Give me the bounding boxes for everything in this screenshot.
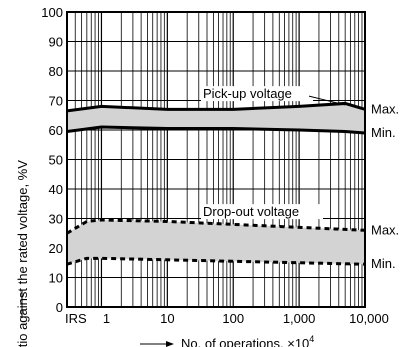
y-tick-label: 0	[56, 300, 63, 315]
pickup-min-line	[66, 125, 366, 135]
x-tick-label: 10,000	[349, 311, 389, 326]
x-tick-label: 100	[222, 311, 244, 326]
max-label: Max.	[371, 101, 399, 116]
y-tick-label: 20	[49, 241, 63, 256]
x-axis-title: No. of operations, ×104	[140, 334, 314, 347]
y-tick-label: 100	[41, 5, 63, 20]
y-tick-labels: 0 10 20 30 40 50 60 70 80 90 100	[41, 5, 63, 315]
series-lines	[66, 101, 366, 266]
x-tick-label: IRS	[65, 311, 87, 326]
series-name-label: Drop-out voltage	[203, 204, 299, 219]
voltage-bands	[67, 103, 365, 265]
y-tick-label: 50	[49, 153, 63, 168]
y-tick-label: 90	[49, 35, 63, 50]
band-dropout	[67, 219, 365, 265]
y-axis-label: Ratio against the rated voltage, %V	[15, 160, 30, 347]
plot-frame	[66, 11, 366, 308]
x-axis-label: No. of operations, ×104	[181, 334, 314, 347]
label-leader-line	[308, 95, 346, 106]
max-label: Max.	[371, 222, 399, 237]
y-tick-label: 30	[49, 212, 63, 227]
series-label-bg	[201, 86, 313, 102]
x-tick-label: 1,000	[283, 311, 316, 326]
y-axis-title: Ratio against the rated voltage, %V	[15, 160, 30, 347]
min-label: Min.	[371, 256, 396, 271]
series-name-label: Pick-up voltage	[203, 86, 292, 101]
pickup-max-line	[66, 101, 366, 113]
y-tick-label: 80	[49, 64, 63, 79]
dropout-max-line	[66, 218, 366, 235]
min-label: Min.	[371, 125, 396, 140]
band-pickup	[67, 103, 365, 133]
y-tick-label: 70	[49, 94, 63, 109]
annotations: Max. Min. Pick-up voltage Max. Min. Drop-out …	[201, 86, 399, 271]
x-axis-arrow-head	[166, 341, 174, 347]
y-tick-label: 40	[49, 182, 63, 197]
x-tick-labels: IRS 1 10 100 1,000 10,000	[65, 311, 389, 326]
x-tick-label: 10	[160, 311, 174, 326]
y-tick-label: 60	[49, 123, 63, 138]
dropout-min-line	[66, 256, 366, 266]
x-tick-label: 1	[103, 311, 110, 326]
y-tick-label: 10	[49, 271, 63, 286]
series-label-bg	[201, 204, 323, 220]
